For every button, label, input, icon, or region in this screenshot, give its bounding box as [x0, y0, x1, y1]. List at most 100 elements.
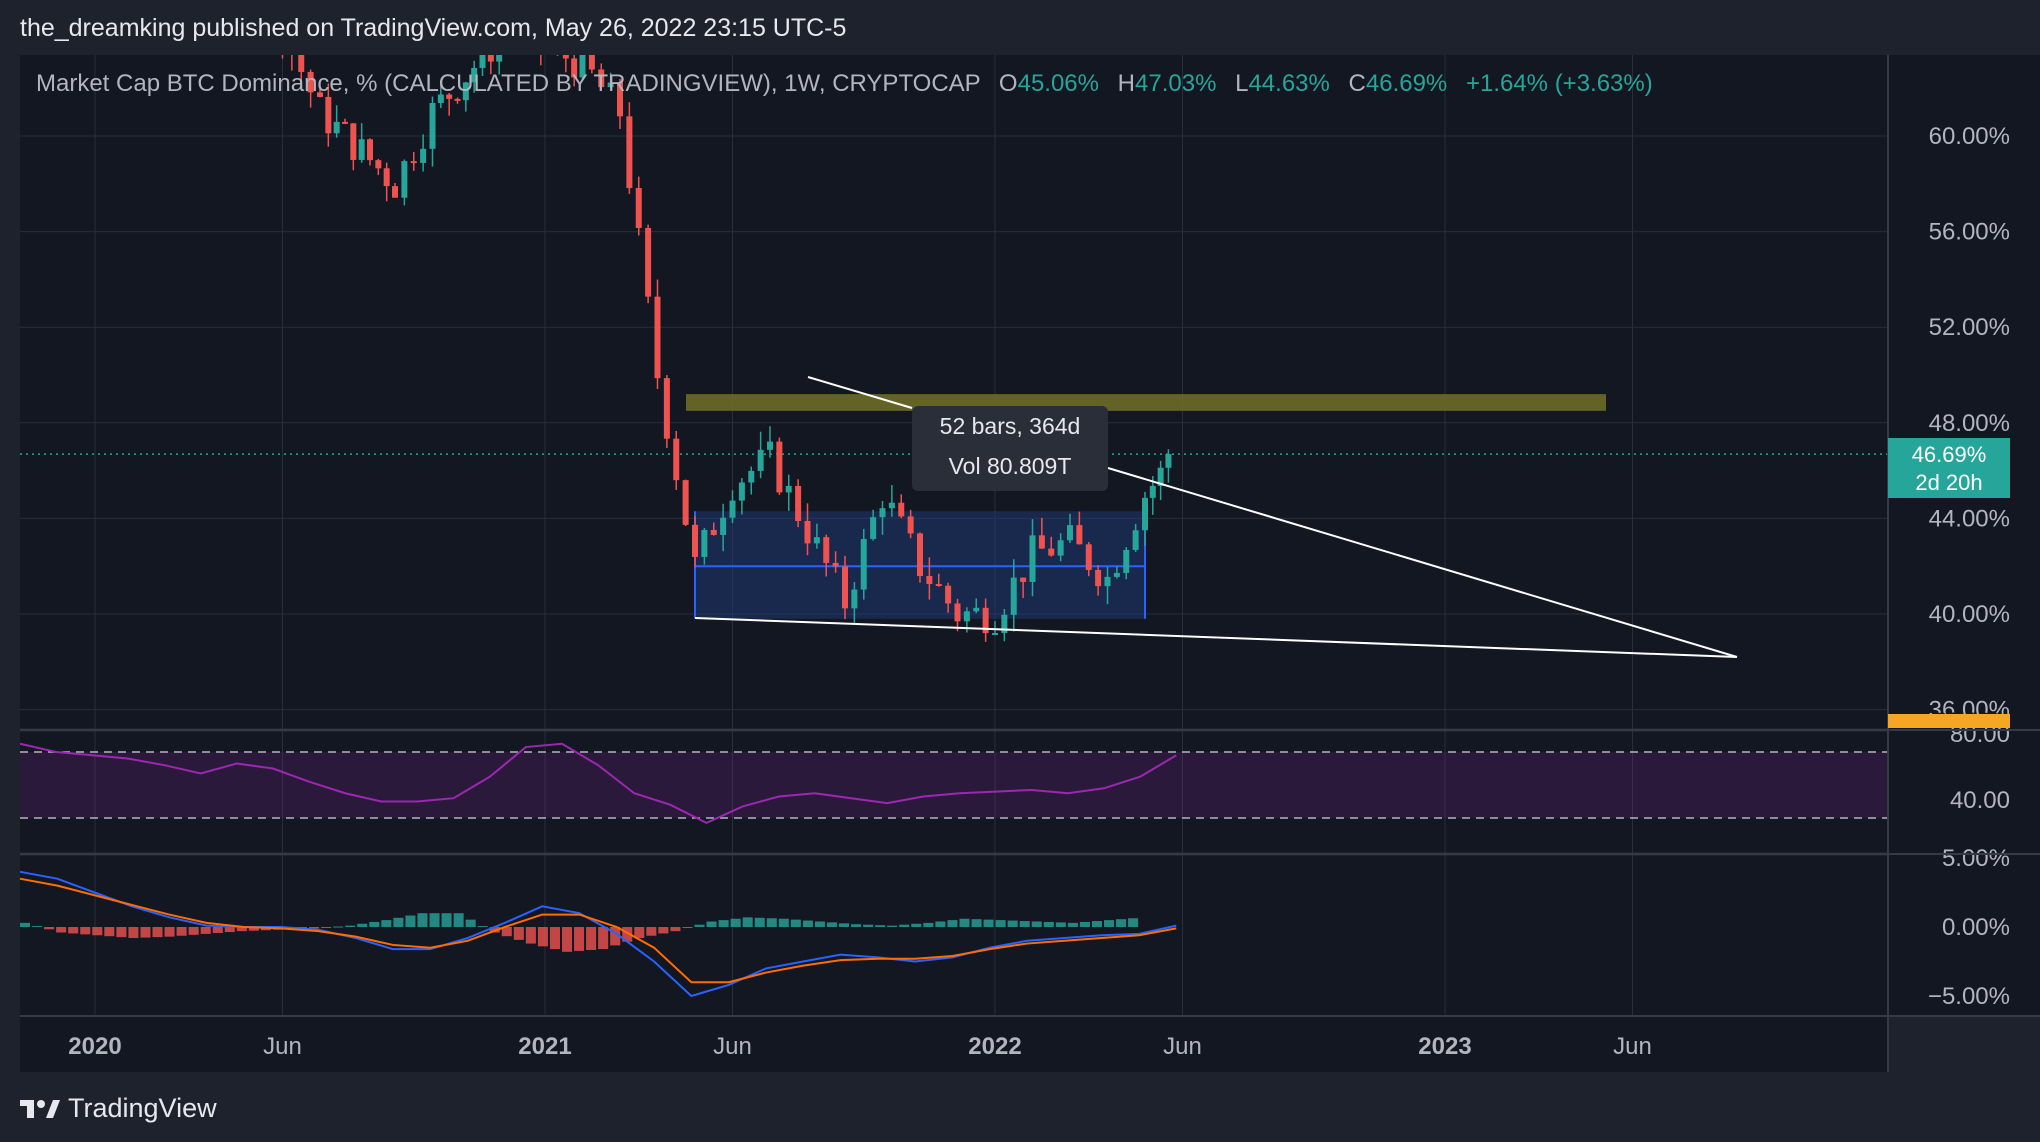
macd-histogram-bar — [911, 923, 922, 927]
macd-histogram-bar — [646, 927, 657, 936]
wedge-upper-line — [1107, 467, 1738, 658]
macd-histogram-bar — [1079, 921, 1090, 927]
symbol-name[interactable]: Market Cap BTC Dominance, % (CALCULATED … — [36, 70, 981, 97]
candle-body — [832, 562, 839, 567]
macd-histogram-bar — [549, 927, 560, 950]
macd-histogram-bar — [477, 926, 488, 928]
candle-body — [392, 186, 398, 198]
open-value: 45.06% — [1017, 70, 1099, 97]
candle-body — [513, 30, 519, 36]
candle-body — [898, 502, 905, 517]
candle-body — [1123, 549, 1130, 573]
macd-histogram-bar — [814, 921, 825, 927]
candle-body — [307, 71, 314, 93]
candle-body — [149, 0, 155, 10]
candle-body — [963, 611, 970, 622]
last-price-value: 46.69% — [1911, 442, 1987, 467]
macd-histogram-bar — [140, 927, 151, 938]
bar-countdown: 2d 20h — [1915, 470, 1983, 495]
y-tick-label: 40.00% — [1929, 601, 2010, 628]
x-tick-label: Jun — [263, 1033, 302, 1060]
y-tick-label: 56.00% — [1929, 219, 2010, 246]
candle-body — [1165, 454, 1172, 468]
candle-body — [860, 538, 867, 590]
candle-body — [692, 524, 698, 557]
macd-histogram-bar — [152, 927, 163, 938]
macd-histogram-bar — [851, 924, 862, 927]
candle-body — [1085, 544, 1092, 570]
macd-tick-label: −5.00% — [1928, 983, 2010, 1010]
candle-body — [375, 160, 382, 169]
macd-histogram-bar — [598, 927, 609, 950]
macd-tick-label: 0.00% — [1942, 914, 2010, 941]
macd-histogram-bar — [236, 927, 247, 932]
candle-body — [410, 161, 417, 164]
macd-histogram-bar — [405, 915, 416, 927]
macd-histogram-bar — [128, 927, 139, 939]
candle-body — [505, 30, 511, 38]
macd-histogram-bar — [887, 925, 898, 927]
candle-body — [1048, 548, 1055, 556]
candle-body — [521, 25, 527, 35]
candle-body — [823, 537, 830, 563]
candle-body — [813, 537, 820, 544]
price-scale-bg — [1888, 55, 2040, 1016]
tradingview-brand-text: TradingView — [68, 1093, 217, 1123]
candle-body — [935, 584, 942, 587]
measure-tooltip: 52 bars, 364d Vol 80.809T — [912, 406, 1108, 491]
macd-histogram-bar — [513, 927, 524, 940]
candle-body — [663, 378, 670, 439]
x-tick-label: Jun — [1613, 1033, 1652, 1060]
close-value: 46.69% — [1365, 70, 1448, 97]
macd-histogram-bar — [333, 926, 344, 928]
candle-body — [673, 438, 680, 481]
macd-histogram-bar — [357, 923, 368, 927]
target-price-label — [1888, 714, 2010, 728]
macd-histogram-bar — [1007, 920, 1018, 927]
last-price-label: 46.69% 2d 20h — [1888, 438, 2010, 498]
candle-body — [446, 94, 453, 99]
candle-body — [193, 0, 199, 12]
candle-body — [1067, 525, 1073, 541]
macd-histogram-bar — [116, 927, 127, 938]
macd-histogram-bar — [248, 927, 259, 931]
macd-histogram-bar — [718, 920, 729, 927]
macd-histogram-bar — [706, 921, 717, 927]
candle-body — [710, 529, 717, 535]
macd-histogram-bar — [56, 927, 67, 933]
macd-histogram-bar — [441, 913, 452, 927]
tradingview-logo[interactable]: TradingView — [20, 1093, 217, 1124]
macd-histogram-bar — [875, 925, 886, 927]
candle-body — [635, 188, 642, 228]
macd-histogram-bar — [959, 918, 970, 927]
candle-body — [401, 161, 408, 198]
candle-body — [530, 22, 536, 26]
candle-body — [626, 116, 633, 189]
macd-histogram-bar — [935, 921, 946, 927]
candle-body — [454, 98, 461, 101]
candle-body — [298, 55, 305, 72]
macd-histogram-bar — [176, 927, 187, 936]
macd-histogram-bar — [1031, 921, 1042, 927]
macd-histogram-bar — [826, 922, 838, 927]
axis-labels: 2020 Jun 2021 Jun 2022 Jun 2023 Jun 60.00% 56.00%… — [68, 123, 2010, 1060]
macd-histogram-bar — [899, 924, 910, 927]
macd-histogram-bar — [92, 927, 103, 936]
candle-body — [184, 8, 190, 11]
candle-body — [538, 22, 544, 47]
x-tick-label: 2020 — [68, 1033, 121, 1060]
macd-histogram-bar — [983, 919, 994, 927]
macd-histogram-bar — [537, 927, 548, 947]
candle-body — [141, 0, 147, 10]
macd-histogram-bar — [995, 920, 1006, 927]
candle-body — [289, 47, 295, 51]
macd-histogram-bar — [1116, 919, 1127, 927]
candle-body — [1149, 485, 1156, 498]
candle-body — [1132, 530, 1139, 550]
candle-body — [202, 0, 208, 12]
macd-histogram-bar — [200, 927, 211, 934]
macd-histogram-bar — [766, 918, 777, 927]
candle-body — [617, 82, 623, 117]
candle-body — [701, 529, 708, 557]
